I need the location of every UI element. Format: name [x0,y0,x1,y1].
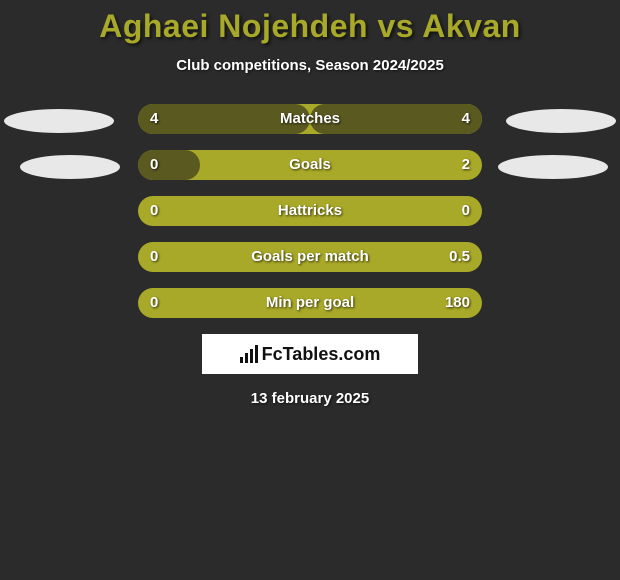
stat-row: 0180Min per goal [0,288,620,318]
stat-row: 00Hattricks [0,196,620,226]
stats-rows: 44Matches 02Goals 00Hattricks 00.5Goals per… [0,104,620,318]
stat-row: 00.5Goals per match [0,242,620,272]
fctables-logo[interactable]: FcTables.com [202,334,418,374]
stat-label: Goals per match [0,242,620,272]
stat-label: Hattricks [0,196,620,226]
stat-label: Min per goal [0,288,620,318]
bars-icon [240,345,258,363]
logo-content: FcTables.com [240,344,381,365]
stat-row: 02Goals [0,150,620,180]
stat-label: Goals [0,150,620,180]
comparison-subtitle: Club competitions, Season 2024/2025 [0,57,620,74]
stat-label: Matches [0,104,620,134]
comparison-title: Aghaei Nojehdeh vs Akvan [0,0,620,45]
stat-row: 44Matches [0,104,620,134]
logo-text: FcTables.com [262,344,381,365]
snapshot-date: 13 february 2025 [0,390,620,407]
